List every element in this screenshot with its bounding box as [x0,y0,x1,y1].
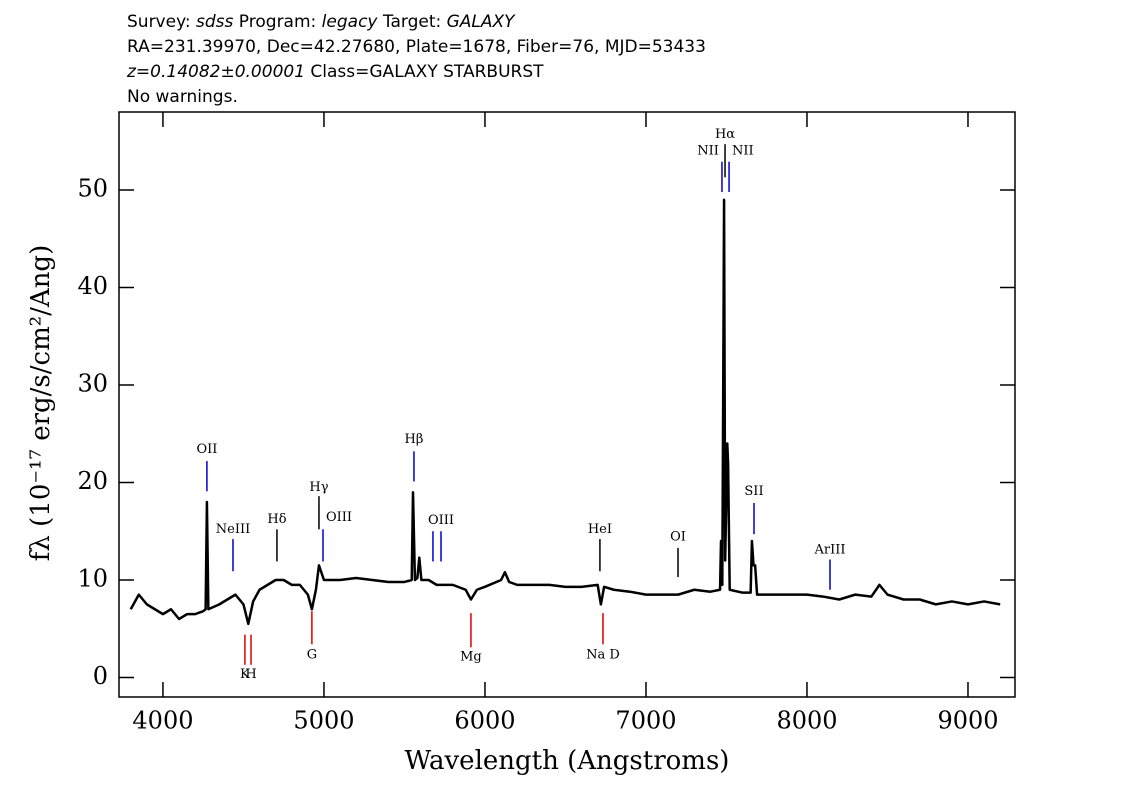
header-text: Target: [377,12,446,32]
x-tick-label: 8000 [776,707,837,735]
y-tick-label: 20 [77,467,108,495]
line-label: Hγ [309,480,328,495]
y-tick-label: 50 [77,175,108,203]
header-text: No warnings. [127,87,238,107]
line-label: OIII [428,513,454,528]
header-text: z=0.14082±0.00001 [126,62,305,82]
header-text: sdss [196,12,234,32]
line-label: Mg [460,650,482,665]
x-axis-label: Wavelength (Angstroms) [405,746,730,776]
y-axis-label: fλ (10⁻¹⁷ erg/s/cm²/Ang) [26,245,56,561]
line-label: NII [697,144,719,159]
header-text: RA=231.39970, Dec=42.27680, Plate=1678, … [127,37,706,57]
x-tick-label: 6000 [454,707,515,735]
line-label: Na D [586,648,620,663]
header-text: legacy [322,12,379,32]
line-label: Hβ [405,432,424,447]
header-text: GALAXY [447,12,517,32]
y-tick-label: 30 [77,370,108,398]
x-tick-label: 4000 [132,707,193,735]
plot-frame [118,111,1016,698]
y-tick-label: 10 [77,565,108,593]
y-tick-label: 40 [77,272,108,300]
header-line: RA=231.39970, Dec=42.27680, Plate=1678, … [127,37,706,57]
y-tick-label: 0 [93,662,108,690]
header-line: z=0.14082±0.00001 Class=GALAXY STARBURST [126,62,544,82]
x-tick-label: 5000 [293,707,354,735]
header-text: Program: [233,12,321,32]
x-tick-label: 9000 [937,707,998,735]
header-text: Survey: [127,12,196,32]
header-line: Survey: sdss Program: legacy Target: GAL… [127,12,516,32]
line-label: SII [744,484,763,499]
line-label: H [245,667,256,682]
line-label: OIII [326,510,352,525]
line-label: NII [732,144,754,159]
line-label: HeI [588,522,612,537]
line-label: OI [670,530,686,545]
line-label: NeIII [216,522,250,537]
spectrum-line [129,198,1001,626]
line-label: Hα [715,127,735,142]
line-label: K [240,667,250,682]
header-line: No warnings. [127,87,238,107]
line-label: ArIII [813,542,845,557]
line-label: OII [196,442,217,457]
line-label: G [307,648,317,663]
line-label: Hδ [267,512,286,527]
header-text: Class=GALAXY STARBURST [305,62,544,82]
x-tick-label: 7000 [615,707,676,735]
